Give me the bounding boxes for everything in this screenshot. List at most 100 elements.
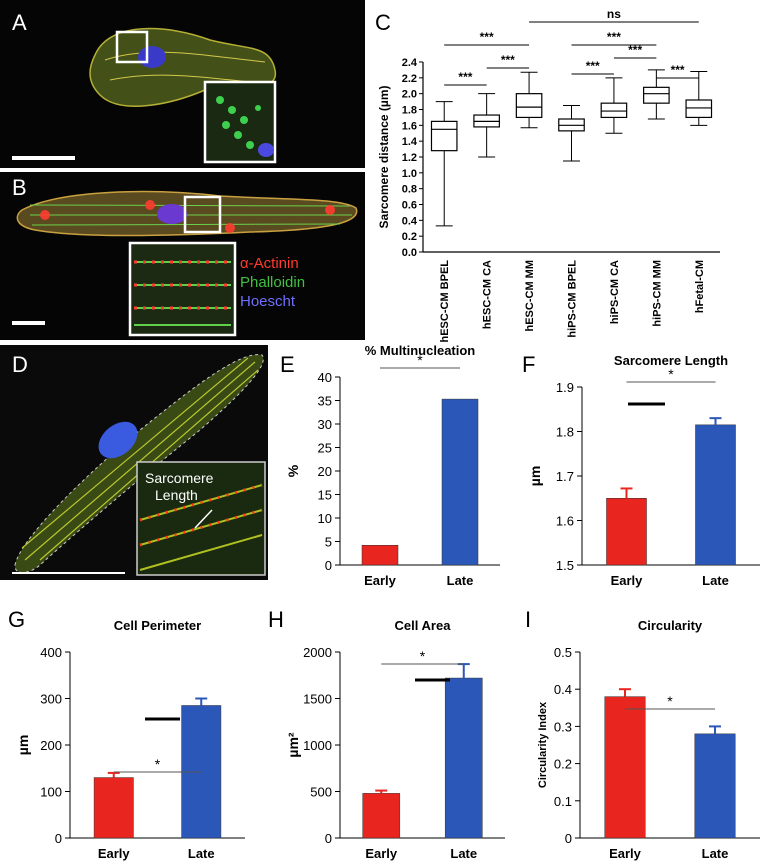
y-tick-label: 2.4 — [402, 57, 418, 69]
significance-label: *** — [671, 63, 685, 77]
y-tick-label: 0.3 — [554, 719, 572, 734]
y-tick-label: 2.0 — [402, 89, 417, 101]
y-tick-label: 15 — [318, 488, 332, 503]
bar — [444, 677, 483, 839]
y-axis-label: % — [285, 464, 301, 477]
box — [643, 86, 670, 104]
x-tick-label: Late — [450, 846, 477, 861]
significance-label: *** — [458, 70, 472, 84]
y-tick-label: 1.5 — [556, 558, 574, 573]
panel-letter: C — [375, 10, 391, 35]
y-axis-label: µm — [15, 735, 31, 756]
box — [515, 93, 543, 119]
bar — [695, 424, 736, 566]
significance-label: *** — [586, 59, 600, 73]
y-axis-label: Sarcomere distance (µm) — [377, 86, 391, 229]
y-tick-label: 500 — [310, 785, 332, 800]
chart-title: % Multinucleation — [365, 343, 476, 358]
box — [600, 102, 628, 119]
y-tick-label: 1500 — [303, 692, 332, 707]
bar — [694, 733, 736, 839]
panel-letter: D — [12, 352, 28, 377]
y-tick-label: 2000 — [303, 645, 332, 660]
panel-letter: F — [522, 352, 535, 377]
significance-label: * — [420, 648, 426, 664]
panel-letter: B — [12, 175, 27, 200]
x-tick-label: Early — [611, 573, 644, 588]
x-tick-label: hESC-CM CA — [482, 260, 494, 329]
inset-label: Length — [155, 487, 198, 503]
significance-label: *** — [480, 30, 494, 44]
panel-letter: I — [525, 607, 531, 632]
x-tick-label: Late — [702, 846, 729, 861]
x-tick-label: Early — [609, 846, 642, 861]
panel-letter: G — [8, 607, 25, 632]
significance-label: *** — [628, 43, 642, 57]
bar — [361, 545, 399, 566]
y-tick-label: 0 — [55, 831, 62, 846]
x-tick-label: Late — [188, 846, 215, 861]
chart-title: Sarcomere Length — [614, 353, 728, 368]
y-axis-label: µm² — [285, 732, 301, 758]
micrograph-d: Sarcomere Length D — [0, 345, 268, 580]
x-tick-label: hESC-CM BPEL — [439, 260, 451, 343]
bar — [93, 777, 134, 839]
y-tick-label: 1.4 — [402, 136, 418, 148]
x-tick-label: Late — [447, 573, 474, 588]
significance-label: * — [155, 756, 161, 772]
panel-letter: E — [280, 352, 295, 377]
x-tick-label: hiPS-CM CA — [609, 260, 621, 324]
y-tick-label: 0.2 — [402, 231, 417, 243]
y-tick-label: 25 — [318, 441, 332, 456]
significance-label: * — [668, 366, 674, 382]
y-tick-label: 1.7 — [556, 469, 574, 484]
x-tick-label: hESC-CM MM — [524, 260, 536, 332]
x-tick-label: hiPS-CM BPEL — [567, 260, 579, 338]
x-tick-label: Early — [364, 573, 397, 588]
y-tick-label: 0.0 — [402, 247, 417, 259]
y-axis-label: µm — [527, 466, 543, 487]
micrograph-a: A — [0, 0, 365, 168]
box — [430, 120, 458, 152]
legend-label: Phalloidin — [240, 274, 305, 291]
y-tick-label: 1.6 — [402, 120, 417, 132]
x-tick-label: Early — [98, 846, 131, 861]
y-tick-label: 1.2 — [402, 152, 417, 164]
legend-label: Hoescht — [240, 293, 296, 310]
box — [685, 99, 713, 119]
y-tick-label: 100 — [40, 785, 62, 800]
y-tick-label: 0.6 — [402, 200, 417, 212]
chart-title: Cell Area — [395, 618, 452, 633]
y-tick-label: 10 — [318, 511, 332, 526]
y-tick-label: 40 — [318, 370, 332, 385]
significance-label: * — [667, 693, 673, 709]
x-tick-label: Late — [702, 573, 729, 588]
significance-label: ns — [607, 7, 621, 21]
y-tick-label: 0.8 — [402, 184, 417, 196]
legend-label: α-Actinin — [240, 255, 299, 272]
x-tick-label: Early — [365, 846, 398, 861]
y-tick-label: 1.8 — [556, 425, 574, 440]
y-tick-label: 0.5 — [554, 645, 572, 660]
y-tick-label: 30 — [318, 417, 332, 432]
significance-label: * — [417, 352, 423, 368]
y-tick-label: 400 — [40, 645, 62, 660]
y-tick-label: 0.2 — [554, 757, 572, 772]
y-axis-label: Circularity Index — [537, 701, 549, 788]
y-tick-label: 200 — [40, 738, 62, 753]
y-tick-label: 300 — [40, 692, 62, 707]
y-tick-label: 1.8 — [402, 105, 417, 117]
y-tick-label: 1000 — [303, 738, 332, 753]
bar — [606, 498, 647, 566]
y-tick-label: 0.1 — [554, 794, 572, 809]
significance-label: *** — [607, 30, 621, 44]
bar — [362, 793, 401, 839]
y-tick-label: 1.6 — [556, 514, 574, 529]
y-tick-label: 0.4 — [554, 682, 572, 697]
y-tick-label: 35 — [318, 394, 332, 409]
panel-letter: H — [268, 607, 284, 632]
y-tick-label: 0 — [325, 831, 332, 846]
y-tick-label: 2.2 — [402, 73, 417, 85]
